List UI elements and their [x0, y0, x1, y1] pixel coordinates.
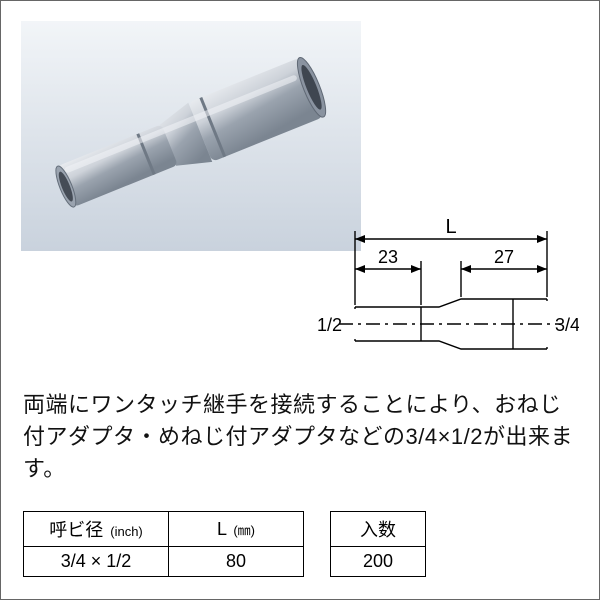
td-qty: 200 [331, 547, 426, 577]
spec-table: 呼ビ径 (inch) L (㎜) 3/4 × 1/2 80 [23, 511, 304, 577]
td-length: 80 [169, 547, 304, 577]
spec-tables: 呼ビ径 (inch) L (㎜) 3/4 × 1/2 80 入数 200 [23, 511, 426, 577]
th-qty: 入数 [331, 512, 426, 547]
right-size-label: 3/4 [555, 315, 579, 335]
dim-right-label: 27 [494, 247, 514, 267]
th-size: 呼ビ径 (inch) [24, 512, 169, 547]
qty-table: 入数 200 [330, 511, 426, 577]
dim-left-label: 23 [378, 247, 398, 267]
th-length: L (㎜) [169, 512, 304, 547]
product-sheet: L 23 27 1/2 3/4 両端にワンタッチ継手を接続することにより、おねじ… [0, 0, 600, 600]
dim-L-label: L [445, 216, 456, 238]
td-size: 3/4 × 1/2 [24, 547, 169, 577]
description-text: 両端にワンタッチ継手を接続することにより、おねじ付アダプタ・めねじ付アダプタなど… [23, 389, 577, 485]
left-size-label: 1/2 [317, 315, 342, 335]
dimension-diagram: L 23 27 1/2 3/4 [309, 211, 579, 371]
